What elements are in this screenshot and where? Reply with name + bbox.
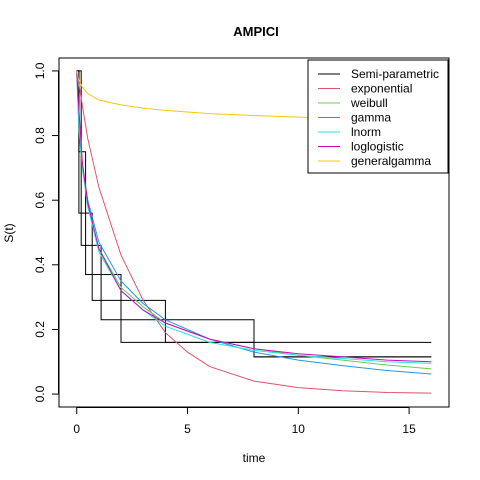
legend: Semi-parametricexponentialweibullgammaln…: [307, 59, 449, 174]
legend-label: lnorm: [351, 125, 381, 139]
y-tick-label: 0.8: [33, 127, 47, 144]
legend-label: generalgamma: [351, 154, 431, 168]
y-tick-label: 0.0: [33, 385, 47, 402]
legend-label: gamma: [351, 111, 391, 125]
y-tick-label: 0.6: [33, 192, 47, 209]
x-axis: 0 5 10 15: [73, 407, 416, 436]
legend-label: weibull: [350, 96, 388, 110]
y-tick-label: 0.2: [33, 321, 47, 338]
chart-title: AMPICI: [233, 24, 279, 39]
x-axis-label: time: [243, 451, 266, 465]
y-tick-label: 0.4: [33, 256, 47, 273]
y-axis: 0.0 0.2 0.4 0.6 0.8 1.0: [33, 62, 59, 402]
x-tick-label: 5: [184, 422, 191, 436]
series-line-loglogistic: [76, 70, 432, 363]
x-tick-label: 10: [292, 422, 306, 436]
legend-label: loglogistic: [351, 140, 404, 154]
legend-label: Semi-parametric: [351, 67, 439, 81]
plot-lines: [76, 70, 432, 394]
x-tick-label: 15: [402, 422, 416, 436]
legend-box: [307, 59, 449, 174]
legend-label: exponential: [351, 82, 412, 96]
y-axis-label: S(t): [2, 223, 16, 242]
y-tick-label: 1.0: [33, 62, 47, 79]
series-line-exponential: [76, 70, 432, 394]
x-tick-label: 0: [73, 422, 80, 436]
